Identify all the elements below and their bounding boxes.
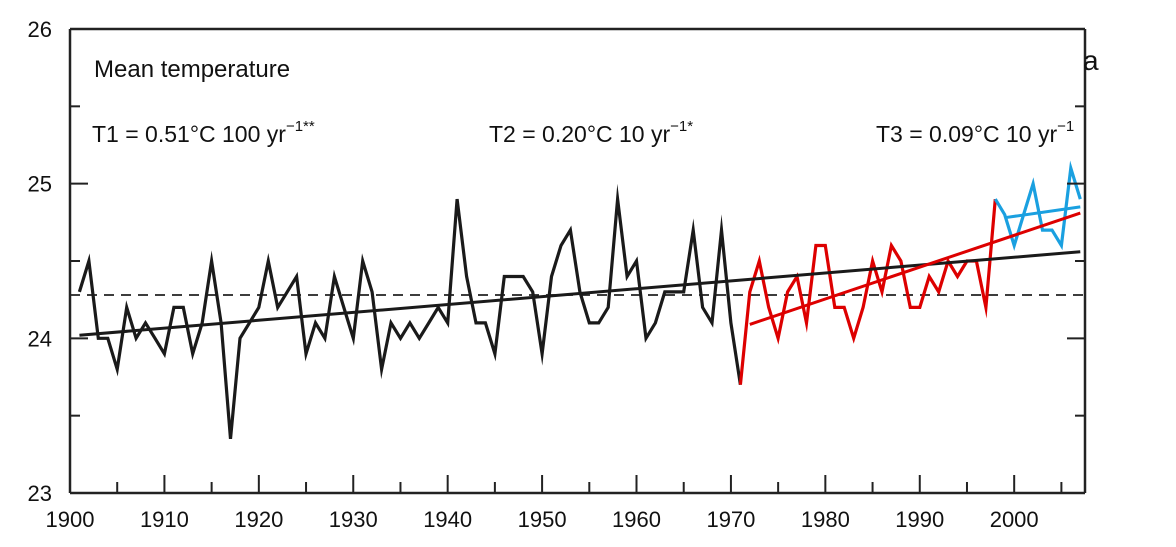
trend-line-t1 <box>79 250 1081 337</box>
annotation-t2: T2 = 0.20°C 10 yr−1* <box>489 118 693 147</box>
x-tick-label-1970: 1970 <box>706 507 755 532</box>
y-tick-label-25: 25 <box>28 172 52 197</box>
annotation-t1-sup: −1** <box>286 118 315 135</box>
chart-title: Mean temperature <box>94 56 290 83</box>
x-tick-label-1980: 1980 <box>801 507 850 532</box>
x-tick-label-1960: 1960 <box>612 507 661 532</box>
annotation-t3-sup: −1 <box>1057 118 1074 135</box>
series-line-3 <box>993 160 1082 251</box>
annotation-t3: T3 = 0.09°C 10 yr−1 <box>876 118 1074 147</box>
x-tick-label-1920: 1920 <box>234 507 283 532</box>
x-tick-label-1910: 1910 <box>140 507 189 532</box>
x-tick-label-1950: 1950 <box>518 507 567 532</box>
plot-frame-group <box>68 27 1087 495</box>
y-tick-label-24: 24 <box>28 326 52 351</box>
trend-line-t2 <box>749 211 1081 326</box>
series-line-2 <box>738 198 997 385</box>
trend-line-t3 <box>1004 205 1081 220</box>
x-tick-label-2000: 2000 <box>990 507 1039 532</box>
trend-lines-group <box>79 205 1081 337</box>
series-group <box>77 160 1082 440</box>
annotation-t1: T1 = 0.51°C 100 yr−1** <box>92 118 315 147</box>
x-tick-label-1900: 1900 <box>46 507 95 532</box>
annotation-t3-text: T3 = 0.09°C 10 yr <box>876 121 1057 147</box>
series-line-1 <box>77 183 742 440</box>
x-tick-label-1930: 1930 <box>329 507 378 532</box>
annotation-t2-text: T2 = 0.20°C 10 yr <box>489 121 670 147</box>
panel-label: a <box>1083 45 1099 76</box>
x-tick-label-1940: 1940 <box>423 507 472 532</box>
x-tick-label-1990: 1990 <box>895 507 944 532</box>
y-tick-label-23: 23 <box>28 481 52 506</box>
y-tick-label-26: 26 <box>28 17 52 42</box>
ticks-group: 1900 1910 1920 1930 1940 1950 1960 1970 1980 1990… <box>28 17 1085 532</box>
annotation-t2-sup: −1* <box>670 118 693 135</box>
annotation-t1-text: T1 = 0.51°C 100 yr <box>92 121 286 147</box>
